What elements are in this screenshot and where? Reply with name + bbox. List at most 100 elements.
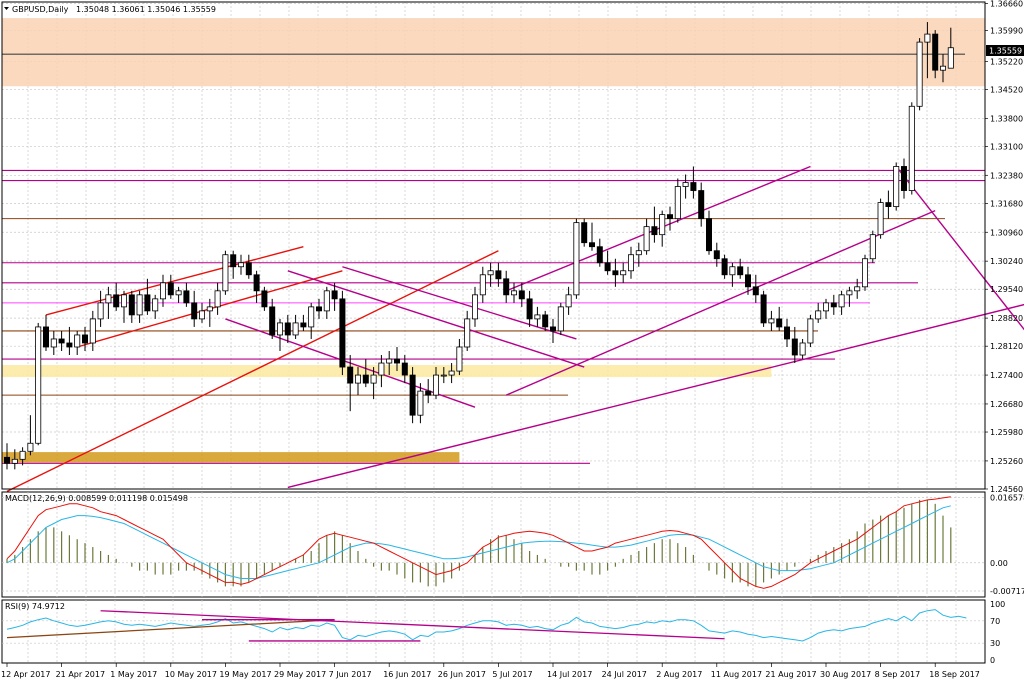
rsi-line [6,609,967,642]
zone-band [2,365,772,378]
price-panel-border [1,1,986,490]
zone-band [2,18,985,87]
candle-bull [440,374,447,377]
price-label: 1.29540 [990,285,1023,294]
candle-bear [300,322,307,328]
candle-bull [378,362,385,376]
price-label: 1.25260 [990,457,1023,466]
candle-bear [347,366,354,384]
candle-bull [510,290,517,296]
candle-bull [136,294,143,316]
candle-bull [237,262,244,268]
date-label: 29 May 2017 [274,670,326,679]
ohlc-label: 1.35048 1.36061 1.35046 1.35559 [76,5,216,14]
price-label: 1.35220 [990,57,1023,66]
candle-bull [159,282,166,300]
rsi-trendlines [6,610,725,642]
candle-bear [526,298,533,320]
candle-bull [565,294,572,308]
candle-bull [479,274,486,296]
candle-bear [245,262,252,276]
date-label: 30 Aug 2017 [820,670,871,679]
candle-bull [893,166,900,207]
rsi-panel: RSI(9) 74.9712 100 70 30 0 [1,599,1005,665]
candle-bull [97,302,104,320]
collapse-icon[interactable] [4,7,9,10]
candle-bear [230,254,237,268]
candle-bear [737,266,744,276]
candle-bull [815,310,822,320]
candle-bear [745,274,752,288]
candle-bear [43,326,50,348]
candle-bear [261,290,268,308]
candle-bear [651,226,658,236]
candle-bear [706,218,713,252]
candle-bull [471,294,478,320]
rsi-panel-border [1,599,986,664]
candle-bull [877,202,884,236]
last-price-label: 1.35559 [989,47,1022,56]
price-panel: GBPUSD,Daily 1.35048 1.36061 1.35046 1.3… [1,0,1024,494]
candle-bull [214,290,221,308]
price-label: 1.25980 [990,428,1023,437]
candle-bear [503,278,510,296]
candle-bull [807,318,814,344]
macd-signal-line [6,505,951,579]
horizontal-levels [2,53,985,464]
candle-bear [713,250,720,260]
candlesticks [4,22,954,470]
candle-bull [729,266,736,276]
price-label: 1.27400 [990,371,1023,380]
price-label: 1.26680 [990,400,1023,409]
rsi-axis: 100 70 30 0 [990,600,1005,665]
trendline [505,165,811,292]
zone-band [2,452,460,463]
macd-axis-label: 0.00 [990,559,1008,568]
candle-bear [191,302,198,320]
candle-bull [799,342,806,356]
candle-bull [206,306,213,312]
candle-bear [401,362,408,376]
candle-bear [542,314,549,328]
symbol-label: GBPUSD,Daily [12,5,69,14]
candle-bull [823,302,830,312]
macd-panel-border [1,491,986,598]
macd-axis-label: -0.007179 [990,587,1024,596]
candle-bear [4,456,10,464]
candle-bear [752,286,759,296]
candle-bear [721,258,728,276]
date-label: 21 Apr 2017 [56,670,105,679]
candle-bull [121,294,128,308]
candle-bear [776,318,783,328]
candle-bear [550,326,557,332]
rsi-trendline [100,610,725,640]
trendlines [6,165,1024,493]
candle-bear [58,338,65,344]
macd-label: MACD(12,26,9) 0.008599 0.011198 0.015498 [5,494,188,503]
date-label: 5 Jul 2017 [492,670,532,679]
candle-bear [167,282,174,296]
candle-bull [869,234,876,260]
support-resistance-zones [2,18,985,463]
candle-bull [292,322,299,336]
date-label: 14 Jul 2017 [547,670,592,679]
trendline [505,209,936,396]
candle-bear [331,290,338,300]
candle-bear [518,290,525,300]
candle-bull [11,458,18,464]
price-axis: 1.36660 1.35990 1.35220 1.34520 1.33800 1.331… [985,0,1023,494]
date-label: 19 May 2017 [219,670,271,679]
candle-bear [66,342,73,348]
price-label: 1.24560 [990,485,1023,494]
candle-bull [862,258,869,288]
candle-bull [534,314,541,320]
candle-bear [589,242,596,248]
date-label: 24 Jul 2017 [602,670,647,679]
candle-bear [885,202,892,207]
date-label: 12 Apr 2017 [1,670,50,679]
candle-bull [105,294,112,304]
price-label: 1.28820 [990,314,1023,323]
macd-histogram [6,499,952,587]
candle-bull [448,370,455,376]
